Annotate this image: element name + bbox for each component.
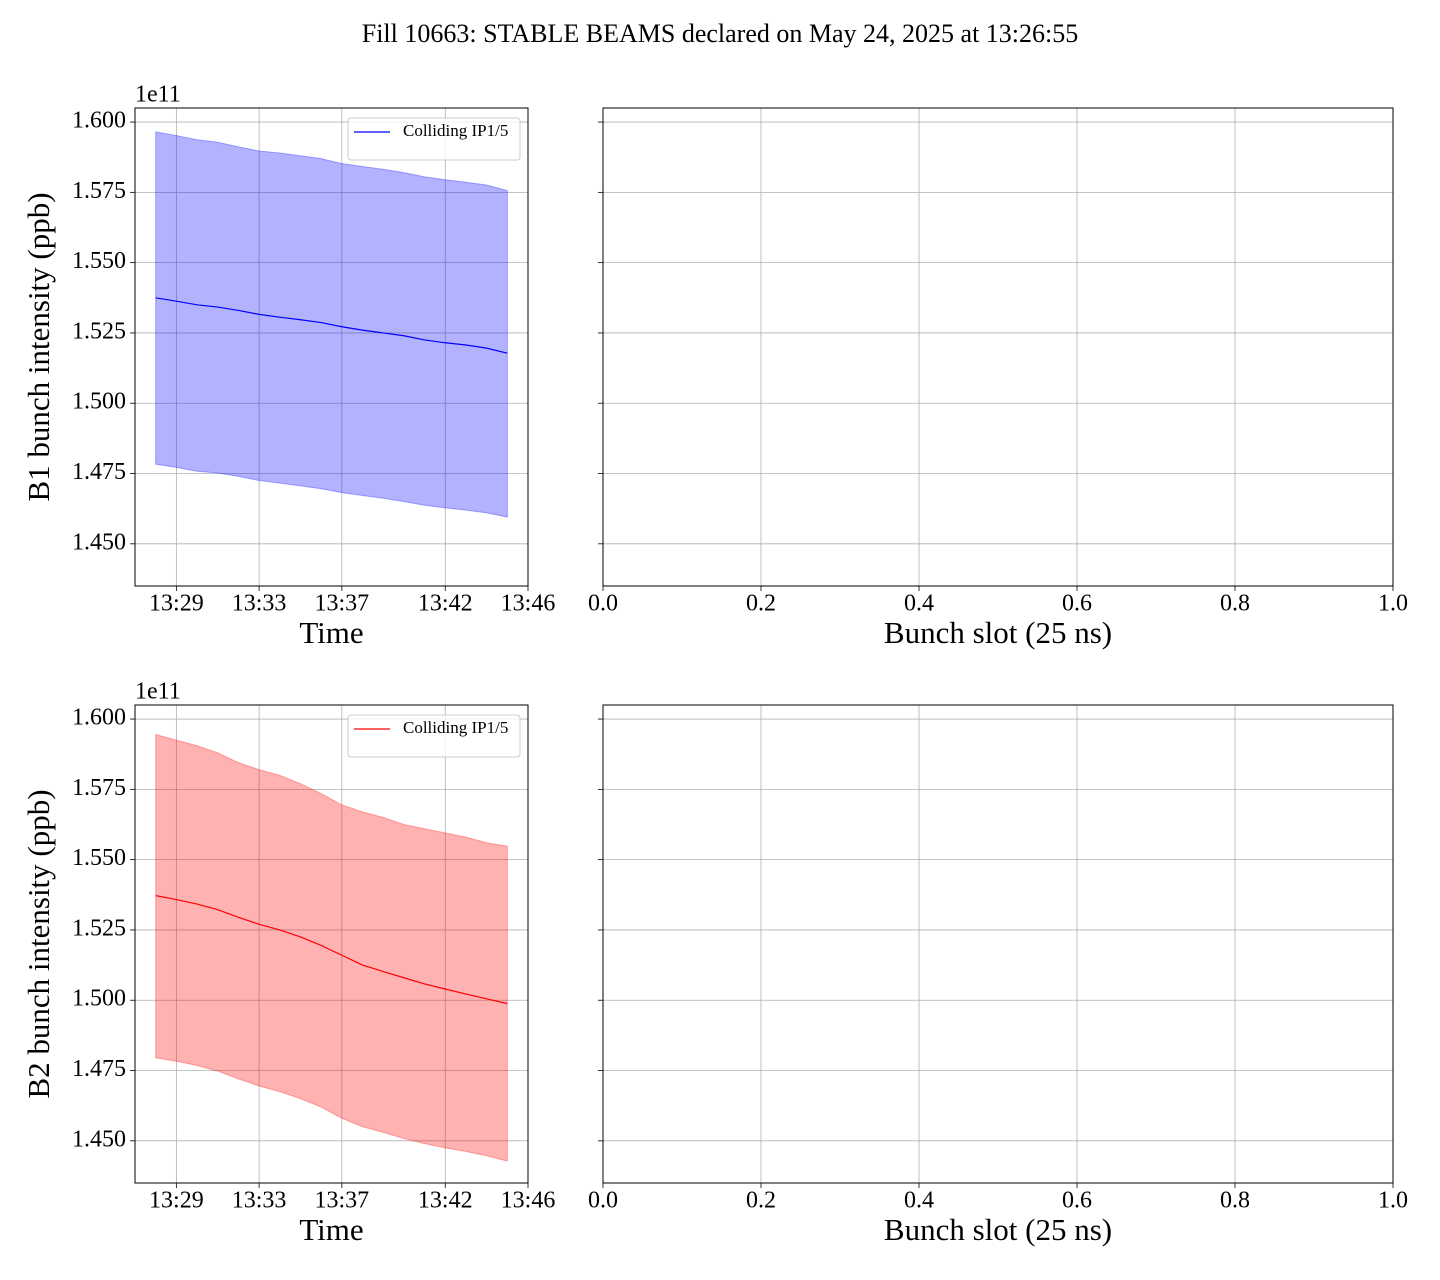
y-axis-label: B2 bunch intensity (ppb)	[21, 789, 56, 1098]
x-tick-label: 0.0	[588, 591, 618, 617]
y-tick-label: 1.450	[72, 1126, 126, 1152]
x-tick-label: 13:37	[315, 1188, 370, 1214]
axes-frame	[134, 704, 529, 1184]
x-tick-label: 13:29	[149, 1188, 204, 1214]
y-tick-label: 1.575	[72, 178, 126, 204]
y-tick-label: 1.525	[72, 318, 126, 344]
y-offset-label: 1e11	[135, 679, 181, 705]
y-tick-label: 1.500	[72, 986, 126, 1012]
x-axis-label: Bunch slot (25 ns)	[884, 615, 1112, 650]
y-tick-label: 1.600	[72, 705, 126, 731]
line	[155, 297, 508, 354]
legend-box	[347, 117, 521, 161]
x-tick-label: 13:33	[232, 591, 287, 617]
y-tick-label: 1.525	[72, 915, 126, 941]
figure-title: Fill 10663: STABLE BEAMS declared on May…	[362, 19, 1079, 48]
y-offset-label: 1e11	[135, 82, 181, 108]
legend-label: Colliding IP1/5	[403, 718, 508, 737]
y-tick-label: 1.550	[72, 845, 126, 871]
x-tick-label: 13:37	[315, 591, 370, 617]
x-axis-label: Time	[299, 1212, 363, 1247]
legend-box	[347, 714, 521, 758]
x-tick-label: 13:46	[501, 1188, 556, 1214]
y-tick-label: 1.575	[72, 775, 126, 801]
x-tick-label: 0.0	[588, 1188, 618, 1214]
legend-label: Colliding IP1/5	[403, 121, 508, 140]
x-tick-label: 13:29	[149, 591, 204, 617]
band	[155, 733, 508, 1162]
x-axis-label: Bunch slot (25 ns)	[884, 1212, 1112, 1247]
y-tick-label: 1.600	[72, 108, 126, 134]
x-tick-label: 13:46	[501, 591, 556, 617]
x-axis-label: Time	[299, 615, 363, 650]
x-tick-label: 0.8	[1220, 1188, 1250, 1214]
x-tick-label: 13:42	[418, 1188, 473, 1214]
y-tick-label: 1.475	[72, 459, 126, 485]
x-tick-label: 0.8	[1220, 591, 1250, 617]
x-tick-label: 0.4	[904, 1188, 934, 1214]
x-tick-label: 0.6	[1062, 591, 1092, 617]
y-tick-label: 1.500	[72, 389, 126, 415]
x-tick-label: 13:42	[418, 591, 473, 617]
x-tick-label: 13:33	[232, 1188, 287, 1214]
x-tick-label: 0.2	[746, 591, 776, 617]
y-tick-label: 1.475	[72, 1056, 126, 1082]
y-axis-label: B1 bunch intensity (ppb)	[21, 192, 56, 501]
x-tick-label: 1.0	[1378, 1188, 1408, 1214]
x-tick-label: 1.0	[1378, 591, 1408, 617]
line	[155, 895, 508, 1005]
axes-frame	[602, 107, 1394, 587]
x-tick-label: 0.2	[746, 1188, 776, 1214]
y-tick-label: 1.550	[72, 248, 126, 274]
x-tick-label: 0.6	[1062, 1188, 1092, 1214]
axes-frame	[602, 704, 1394, 1184]
y-tick-label: 1.450	[72, 529, 126, 555]
axes-frame	[134, 107, 529, 587]
x-tick-label: 0.4	[904, 591, 934, 617]
